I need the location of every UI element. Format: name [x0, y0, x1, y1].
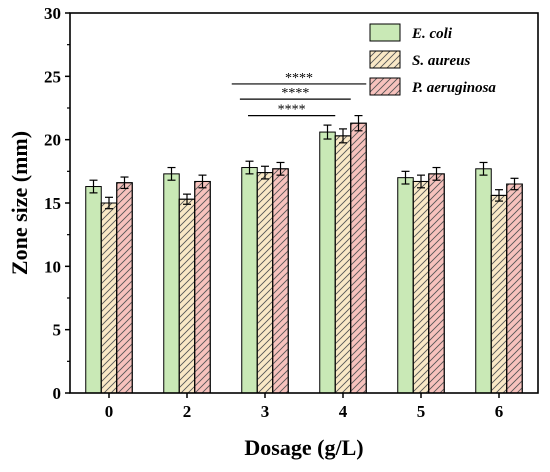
significance-label: ****	[278, 103, 306, 118]
y-tick-label: 0	[53, 384, 62, 403]
significance-bracket: ****	[248, 103, 336, 118]
legend: E. coli S. aureus P. aeruginosa	[369, 23, 496, 96]
x-tick-label: 0	[105, 402, 114, 421]
legend-swatch	[369, 23, 401, 42]
y-tick-label: 20	[44, 131, 61, 150]
error-bars-layer	[89, 114, 519, 210]
bar-hatch	[272, 168, 289, 394]
error-bar	[401, 170, 410, 185]
error-bar	[510, 177, 519, 191]
error-bar	[261, 165, 269, 180]
bar-hatch	[100, 202, 118, 394]
error-bar	[89, 179, 98, 194]
y-tick-label: 30	[44, 4, 61, 23]
bars-layer	[85, 122, 523, 394]
bar	[163, 173, 180, 394]
bar	[397, 177, 414, 394]
error-bar	[183, 193, 191, 205]
significance-label: ****	[285, 71, 313, 86]
legend-label: E. coli	[411, 26, 453, 42]
y-axis-title: Zone size (mm)	[7, 131, 32, 275]
bar-hatch	[428, 173, 445, 394]
legend-label: S. aureus	[412, 53, 471, 69]
bar-hatch	[256, 172, 274, 394]
x-tick-label: 3	[261, 402, 270, 421]
bar-hatch	[116, 182, 133, 394]
bar-hatch	[350, 122, 367, 394]
bar-hatch	[334, 135, 352, 394]
bar-hatch	[178, 198, 196, 394]
error-bar	[276, 161, 285, 176]
error-bar	[417, 174, 425, 189]
error-bar	[495, 189, 503, 202]
bar	[241, 167, 258, 394]
error-bar	[479, 161, 488, 176]
significance-label: ****	[281, 86, 309, 101]
error-bar	[432, 166, 441, 181]
bar	[319, 131, 336, 394]
significance-layer: ************	[231, 71, 367, 118]
y-tick-label: 5	[53, 321, 62, 340]
x-tick-label: 6	[495, 402, 504, 421]
bar-hatch	[490, 194, 508, 394]
error-bar	[105, 196, 113, 210]
error-bar	[167, 166, 176, 181]
error-bar	[120, 176, 129, 190]
axes-layer: 0 5 10 15 20 25 30 0 2 3 4 5 6	[44, 4, 539, 421]
x-axis-title: Dosage (g/L)	[244, 435, 363, 460]
y-tick-label: 15	[44, 194, 61, 213]
error-bar	[245, 160, 254, 175]
error-bar	[323, 124, 332, 140]
x-tick-label: 4	[339, 402, 348, 421]
x-tick-label: 5	[417, 402, 426, 421]
x-tick-label: 2	[183, 402, 192, 421]
bar-hatch	[194, 180, 211, 394]
significance-bracket: ****	[231, 71, 367, 86]
error-bar	[198, 174, 207, 189]
bar	[475, 168, 492, 394]
error-bar	[339, 128, 347, 144]
legend-item: E. coli	[369, 23, 453, 42]
y-tick-label: 10	[44, 257, 61, 276]
bar	[85, 186, 102, 394]
legend-item: S. aureus	[369, 50, 471, 69]
bar-hatch	[506, 183, 523, 394]
error-bar	[354, 114, 363, 132]
bar-hatch	[412, 180, 430, 394]
y-tick-label: 25	[44, 67, 61, 86]
legend-label: P. aeruginosa	[412, 80, 496, 96]
legend-item: P. aeruginosa	[369, 77, 496, 96]
significance-bracket: ****	[239, 86, 351, 101]
